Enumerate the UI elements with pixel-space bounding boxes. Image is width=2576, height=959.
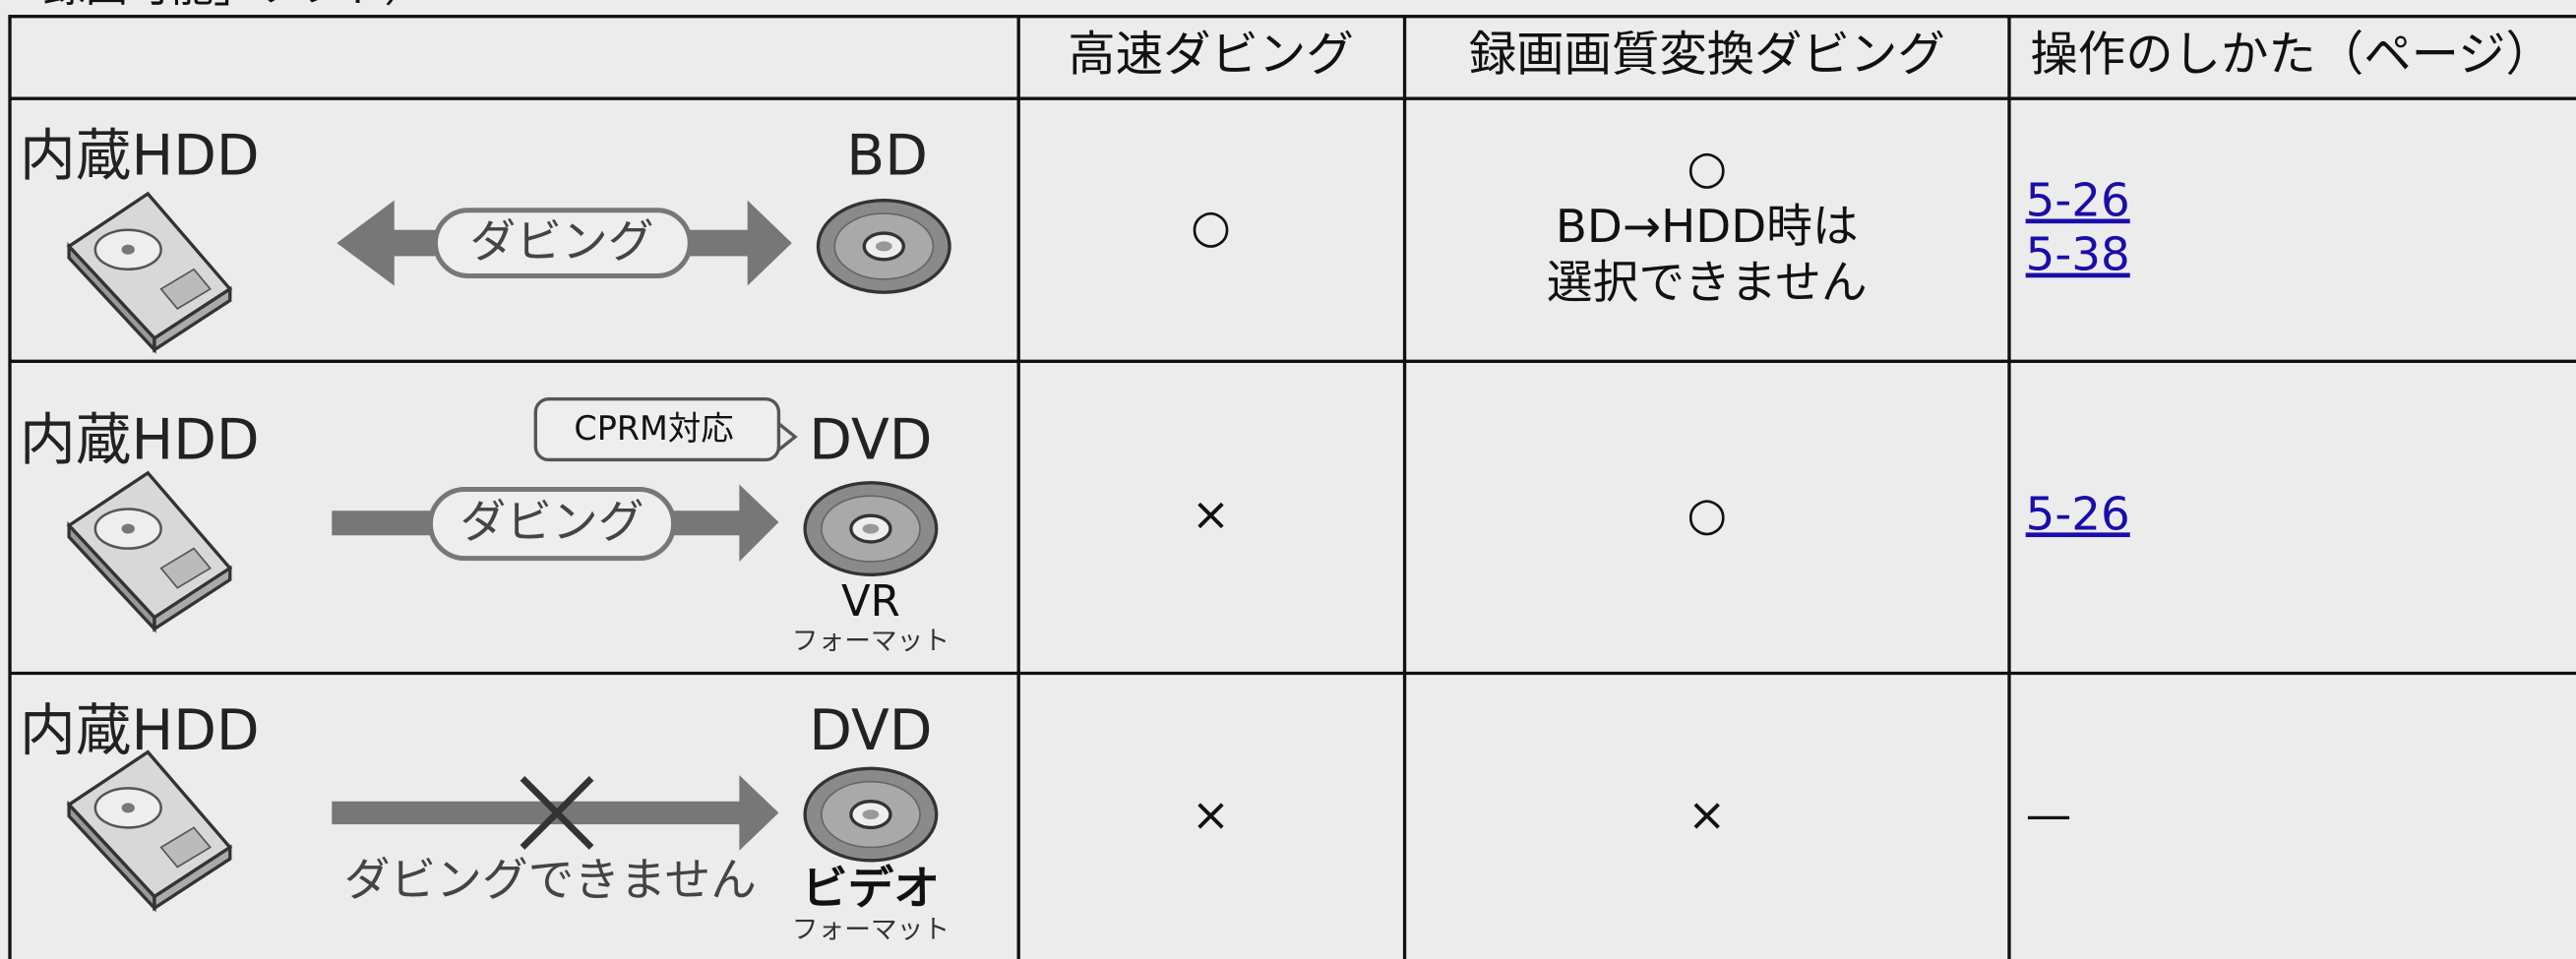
conversion-cell: ○: [1687, 142, 1727, 195]
page-link[interactable]: 5-26: [2026, 175, 2130, 228]
header-cell: 高速ダビング: [1068, 27, 1353, 82]
arrow-label: ダビング: [460, 497, 644, 550]
cross-mark: [520, 775, 594, 850]
hdd-icon: [67, 749, 232, 910]
target-label: DVD: [809, 407, 932, 472]
arrow-pill: [427, 487, 677, 562]
operation-cell: —: [2026, 789, 2072, 842]
format-label: ビデオ: [802, 863, 940, 916]
format-note: フォーマット: [792, 626, 950, 656]
target-label: BD: [846, 124, 928, 189]
disc-icon: [803, 766, 939, 863]
page-link[interactable]: 5-26: [2026, 488, 2130, 541]
arrow-pill: [432, 208, 693, 278]
page-caption: 「録画可能」ソフト）: [0, 0, 427, 12]
header-cell: 録画画質変換ダビング: [1469, 27, 1945, 82]
conversion-cell: BD→HDD時は: [1556, 201, 1859, 254]
arrow-head: [739, 775, 779, 851]
arrow-head: [739, 484, 779, 562]
conversion-cell: ○: [1687, 488, 1727, 541]
conversion-cell: 選択できません: [1547, 257, 1868, 310]
high-speed-cell: ×: [1192, 488, 1230, 541]
source-label: 内蔵HDD: [20, 698, 260, 763]
target-label: DVD: [809, 698, 932, 763]
arrow-head: [747, 200, 792, 286]
arrow-label: ダビング: [470, 215, 654, 269]
badge-box: [533, 397, 781, 462]
hdd-icon: [67, 192, 232, 352]
arrow-shaft: [332, 801, 743, 825]
format-note: フォーマット: [792, 915, 950, 945]
badge-pointer: [777, 422, 798, 451]
hdd-icon: [67, 471, 232, 631]
source-label: 内蔵HDD: [20, 124, 260, 189]
high-speed-cell: ○: [1191, 201, 1231, 254]
disc-icon: [803, 481, 939, 577]
arrow-label: ダビングできません: [344, 855, 757, 908]
conversion-cell: ×: [1687, 789, 1726, 842]
format-label: VR: [841, 577, 900, 627]
arrow-head: [337, 200, 395, 286]
badge-label: CPRM対応: [574, 409, 733, 448]
header-cell: 操作のしかた（ページ）: [2030, 27, 2553, 82]
source-label: 内蔵HDD: [20, 407, 260, 472]
high-speed-cell: ×: [1192, 789, 1230, 842]
disc-icon: [816, 199, 951, 294]
page-link[interactable]: 5-38: [2026, 229, 2130, 282]
table-border: [8, 15, 2576, 959]
